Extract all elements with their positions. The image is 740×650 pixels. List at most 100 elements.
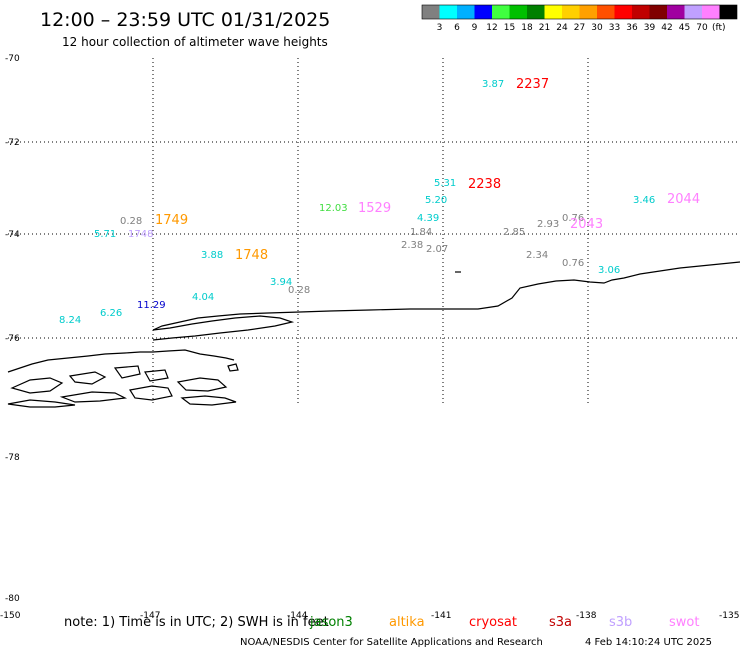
obs-swh: 0.28: [120, 216, 142, 227]
legend-label: 12: [486, 23, 497, 33]
legend-swatch: [702, 5, 720, 19]
obs-swh: 2.93: [537, 219, 559, 230]
observations: 3.87 2237 5.31 2238 5.20 4.39 12.03 1529…: [59, 77, 700, 326]
lat-label: -76: [5, 334, 20, 344]
legend-swatch: [719, 5, 737, 19]
coastline-inner: [152, 315, 295, 341]
legend-swatch: [509, 5, 527, 19]
legend-unit: (ft): [712, 23, 726, 33]
legend-label: 36: [626, 23, 638, 33]
obs-time: 2044: [667, 192, 700, 207]
obs-time: 2237: [516, 77, 549, 92]
obs-swh: 0.28: [288, 285, 310, 296]
obs-swh: 6.26: [100, 308, 122, 319]
color-legend: 3 6 9 12 15 18 21 24 27 30 33 36 39 42 45 70 (ft): [421, 4, 738, 33]
legend-border: [421, 4, 738, 20]
legend-swatch: [614, 5, 632, 19]
coastline-main: [152, 261, 740, 331]
satellite-label: jason3: [309, 615, 353, 630]
satellite-legend: jason3 altika cryosat s3a s3b swot: [309, 615, 699, 630]
obs-swh: 4.39: [417, 213, 439, 224]
legend-label: 15: [504, 23, 515, 33]
lon-label: -144: [287, 611, 308, 621]
obs-swh: 3.88: [201, 250, 223, 261]
satellite-label: swot: [669, 615, 699, 630]
legend-label: 33: [609, 23, 620, 33]
obs-time: 1748: [235, 248, 268, 263]
obs-time: 2238: [468, 177, 501, 192]
credit: NOAA/NESDIS Center for Satellite Applica…: [240, 637, 543, 648]
ice-fragment: [10, 377, 64, 394]
legend-swatch: [544, 5, 562, 19]
obs-swh: 5.20: [425, 195, 447, 206]
obs-swh: 3.06: [598, 265, 620, 276]
legend-label: 27: [574, 23, 585, 33]
legend-swatch: [457, 5, 475, 19]
coastline-west: [7, 349, 235, 373]
legend-swatch: [422, 5, 440, 19]
lon-label: -138: [576, 611, 597, 621]
lat-label: -80: [5, 594, 20, 604]
legend-label: 21: [539, 23, 550, 33]
legend-swatch: [562, 5, 580, 19]
legend-label: 70: [696, 23, 708, 33]
lon-label: -135: [719, 611, 739, 621]
obs-swh: 0.76: [562, 213, 584, 224]
lon-label: -150: [0, 611, 21, 621]
ice-fragment: [7, 399, 76, 408]
legend-swatch: [439, 5, 457, 19]
lat-label: -72: [5, 138, 20, 148]
subtitle: 12 hour collection of altimeter wave hei…: [62, 35, 328, 49]
lon-label: -147: [140, 611, 160, 621]
satellite-label: s3b: [609, 615, 632, 630]
lat-label: -78: [5, 453, 20, 463]
obs-swh: 0.76: [562, 258, 584, 269]
legend-label: 39: [644, 23, 656, 33]
satellite-label: s3a: [549, 615, 572, 630]
legend-label: 30: [591, 23, 603, 33]
legend-label: 9: [472, 23, 478, 33]
ice-fragment: [227, 363, 239, 372]
obs-swh: 3.87: [482, 79, 504, 90]
obs-swh: 12.03: [319, 203, 348, 214]
legend-label: 18: [521, 23, 533, 33]
satellite-label: altika: [389, 615, 425, 630]
legend-swatch: [579, 5, 597, 19]
legend-label: 3: [437, 23, 443, 33]
obs-time: 1529: [358, 201, 391, 216]
obs-time: 2043: [570, 217, 603, 232]
obs-swh: 3.46: [633, 195, 655, 206]
obs-swh: 5.71: [94, 229, 116, 240]
obs-swh: 11.29: [137, 300, 166, 311]
page-title: 12:00 – 23:59 UTC 01/31/2025: [40, 9, 330, 31]
legend-swatch: [527, 5, 545, 19]
satellite-label: cryosat: [469, 615, 517, 630]
ice-fragment: [68, 371, 107, 385]
obs-time: 1748: [128, 229, 153, 240]
lat-label: -70: [5, 54, 20, 64]
obs-swh: 2.38: [401, 240, 423, 251]
lat-label: -74: [5, 230, 20, 240]
ice-fragment: [180, 395, 237, 406]
legend-label: 42: [661, 23, 672, 33]
legend-swatch: [649, 5, 667, 19]
legend-label: 6: [454, 23, 460, 33]
obs-swh: 8.24: [59, 315, 81, 326]
obs-time: 1749: [155, 213, 188, 228]
legend-label: 45: [679, 23, 690, 33]
legend-swatch: [597, 5, 615, 19]
obs-swh: 1.84: [410, 227, 432, 238]
legend-label: 24: [556, 23, 568, 33]
obs-swh: 2.85: [503, 227, 525, 238]
ice-fragment: [59, 391, 128, 403]
legend-swatch: [474, 5, 492, 19]
ice-fragment: [144, 369, 169, 382]
ice-fragment: [176, 377, 228, 392]
coastline: [7, 261, 740, 408]
legend-swatch: [632, 5, 650, 19]
obs-swh: 2.07: [426, 244, 448, 255]
timestamp: 4 Feb 14:10:24 UTC 2025: [585, 637, 712, 648]
legend-swatch: [667, 5, 685, 19]
obs-swh: 2.34: [526, 250, 548, 261]
